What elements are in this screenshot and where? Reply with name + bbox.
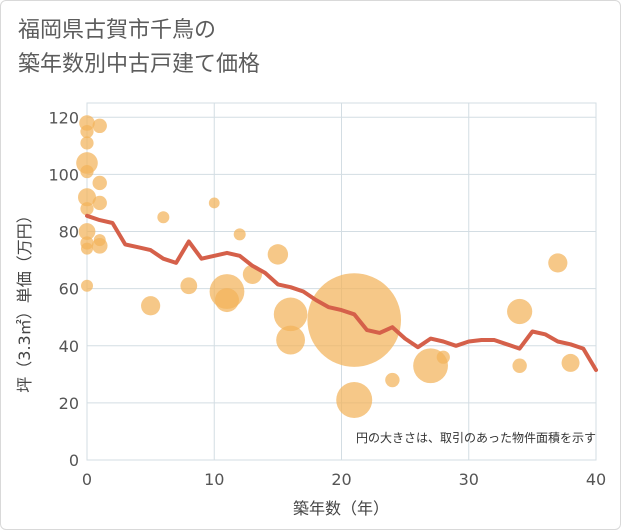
- grid-lines: [86, 102, 597, 461]
- data-bubble: [208, 197, 220, 209]
- chart-title-line2: 築年数別中古戸建て価格: [18, 52, 261, 77]
- x-axis-label: 築年数（年）: [293, 499, 389, 518]
- tick-labels: 0 20 40 60 80 100 120 0 10 20 30 40: [48, 108, 606, 489]
- data-bubble: [78, 188, 96, 207]
- x-tick-label: 10: [204, 470, 224, 489]
- data-bubble: [91, 238, 108, 254]
- data-bubble: [180, 277, 198, 295]
- data-bubble: [385, 372, 400, 388]
- x-tick-label: 20: [331, 470, 351, 489]
- data-bubble: [273, 297, 308, 332]
- data-bubble: [80, 202, 94, 216]
- data-bubble: [92, 195, 107, 211]
- data-bubble: [507, 298, 533, 325]
- x-tick-label: 0: [82, 470, 92, 489]
- chart-title-line1: 福岡県古賀市千鳥の: [18, 18, 217, 43]
- bubble-layer: [76, 115, 580, 419]
- data-bubble: [561, 353, 580, 372]
- y-axis-label: 坪（3.3㎡）単価（万円）: [15, 207, 34, 392]
- size-note: 円の大きさは、取引のあった物件面積を示す: [356, 430, 596, 445]
- y-tick-label: 120: [48, 108, 79, 127]
- y-tick-label: 60: [59, 280, 79, 299]
- data-bubble: [78, 223, 96, 240]
- data-bubble: [436, 350, 450, 364]
- y-tick-label: 20: [59, 394, 79, 413]
- y-tick-label: 0: [69, 451, 79, 470]
- y-tick-label: 40: [59, 337, 79, 356]
- data-bubble: [92, 175, 107, 191]
- data-bubble: [80, 164, 94, 179]
- data-bubble: [336, 382, 373, 419]
- data-bubble: [92, 118, 107, 134]
- data-bubble: [307, 273, 402, 367]
- average-price-line: [85, 213, 598, 372]
- data-bubble: [512, 358, 527, 373]
- data-bubble: [141, 296, 161, 316]
- y-tick-label: 100: [48, 165, 79, 184]
- data-bubble: [548, 253, 568, 273]
- data-bubble: [81, 279, 93, 292]
- data-bubble: [267, 244, 289, 265]
- y-tick-label: 80: [59, 223, 79, 242]
- chart-title: 福岡県古賀市千鳥の 築年数別中古戸建て価格: [18, 14, 260, 82]
- data-bubble: [80, 124, 94, 139]
- data-bubble: [80, 136, 94, 150]
- data-bubble: [81, 242, 93, 255]
- x-tick-label: 30: [459, 470, 479, 489]
- x-tick-label: 40: [586, 470, 606, 489]
- data-bubble: [214, 288, 239, 313]
- data-bubble: [157, 211, 170, 224]
- trend-layer: [85, 213, 598, 372]
- data-bubble: [233, 228, 246, 241]
- data-bubble: [276, 325, 305, 355]
